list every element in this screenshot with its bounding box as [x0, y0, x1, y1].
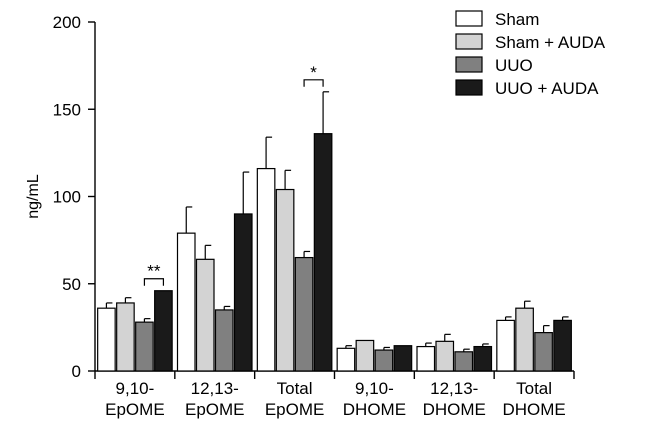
bar-sham-auda-0	[116, 302, 135, 372]
bar-uuo-auda-3	[393, 345, 413, 372]
x-category-label: DHOME	[423, 400, 486, 419]
bar-uuo-2	[294, 256, 314, 372]
y-tick-label: 50	[62, 275, 81, 294]
legend-swatch	[455, 33, 483, 50]
legend-swatch	[455, 10, 483, 27]
x-category-label: EpOME	[265, 400, 325, 419]
bar-uuo-3	[374, 349, 394, 372]
legend-label: Sham	[495, 10, 539, 29]
x-category-label: Total	[516, 379, 552, 398]
y-axis-title: ng/mL	[25, 174, 42, 219]
x-category-label: EpOME	[185, 400, 245, 419]
bar-uuo-auda-5	[553, 319, 572, 372]
bar-uuo-auda-4	[473, 345, 493, 372]
bar-sham-0	[97, 307, 116, 372]
y-tick-label: 150	[53, 100, 81, 119]
bar-sham-auda-4	[435, 340, 455, 372]
x-category-label: 12,13-	[430, 379, 478, 398]
x-category-label: DHOME	[343, 400, 406, 419]
x-category-label: Total	[277, 379, 313, 398]
bar-uuo-4	[454, 351, 474, 372]
y-tick-label: 0	[72, 362, 81, 381]
bar-sham-auda-1	[195, 258, 215, 372]
legend-swatch	[455, 56, 483, 73]
x-category-label: DHOME	[502, 400, 565, 419]
bar-sham-auda-5	[515, 307, 534, 372]
x-category-label: EpOME	[105, 400, 165, 419]
legend-label: UUO + AUDA	[495, 79, 599, 98]
bar-uuo-auda-2	[313, 133, 333, 372]
x-category-label: 9,10-	[355, 379, 394, 398]
x-category-label: 12,13-	[191, 379, 239, 398]
bar-sham-3	[336, 347, 356, 372]
bar-uuo-auda-1	[233, 213, 253, 372]
bar-sham-auda-2	[275, 188, 295, 372]
y-tick-label: 100	[53, 188, 81, 207]
legend-swatch	[455, 79, 483, 96]
bar-sham-2	[256, 167, 276, 372]
significance-bracket	[303, 79, 324, 87]
bar-sham-4	[416, 345, 436, 372]
bar-uuo-5	[534, 332, 553, 372]
bar-sham-1	[176, 232, 196, 372]
bar-uuo-1	[214, 309, 234, 372]
legend-label: UUO	[495, 56, 533, 75]
legend-label: Sham + AUDA	[495, 33, 606, 52]
bar-sham-auda-3	[355, 339, 375, 372]
bar-uuo-0	[135, 321, 154, 372]
bar-sham-5	[496, 319, 515, 372]
bar-uuo-auda-0	[154, 290, 173, 372]
significance-marker: *	[310, 63, 317, 82]
y-tick-label: 200	[53, 13, 81, 32]
x-category-label: 9,10-	[116, 379, 155, 398]
significance-bracket	[143, 278, 165, 286]
significance-marker: **	[147, 262, 161, 281]
